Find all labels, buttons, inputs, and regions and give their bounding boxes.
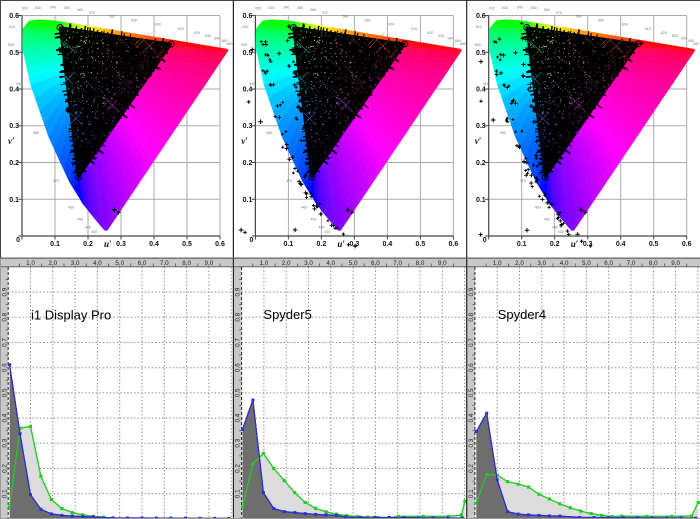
svg-text:Spyder4: Spyder4	[498, 307, 546, 322]
svg-text:i1 Display Pro: i1 Display Pro	[31, 308, 111, 323]
svg-text:Spyder5: Spyder5	[263, 307, 311, 322]
